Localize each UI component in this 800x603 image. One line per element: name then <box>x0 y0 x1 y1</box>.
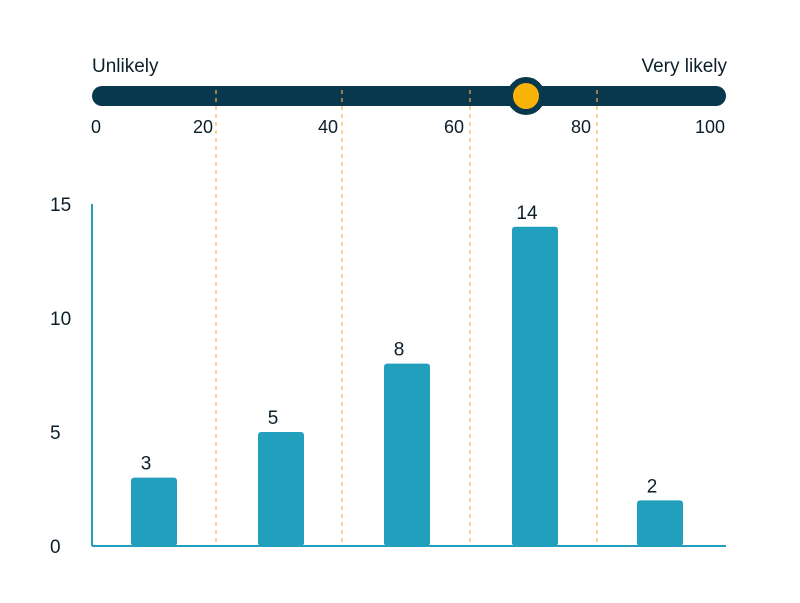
slider-tick-label: 40 <box>317 117 339 137</box>
slider-tick-label: 100 <box>694 117 726 137</box>
bar-value-label: 3 <box>141 454 152 475</box>
bar-value-label: 8 <box>394 340 405 361</box>
slider-tick-label: 60 <box>443 117 465 137</box>
slider-tick-label: 0 <box>90 117 102 137</box>
bar-value-label: 2 <box>647 476 658 497</box>
slider-knob[interactable] <box>506 77 545 115</box>
y-tick-label: 10 <box>50 309 71 330</box>
slider-tick-label: 20 <box>192 117 214 137</box>
bar <box>258 432 304 546</box>
bar <box>637 500 683 546</box>
y-tick-label: 0 <box>50 537 61 558</box>
bar-value-label: 5 <box>268 408 279 429</box>
bar-value-label: 14 <box>516 203 538 224</box>
slider-track[interactable] <box>92 86 726 106</box>
bar <box>384 363 430 546</box>
likelihood-slider: Unlikely Very likely 0 20 40 60 80 100 <box>0 0 800 150</box>
slider-left-label: Unlikely <box>92 56 159 77</box>
bar <box>512 226 558 547</box>
slider-right-label: Very likely <box>641 56 727 77</box>
slider-tick-label: 80 <box>570 117 592 137</box>
y-tick-label: 15 <box>50 195 71 216</box>
bar <box>131 477 177 546</box>
y-tick-label: 5 <box>50 423 61 444</box>
